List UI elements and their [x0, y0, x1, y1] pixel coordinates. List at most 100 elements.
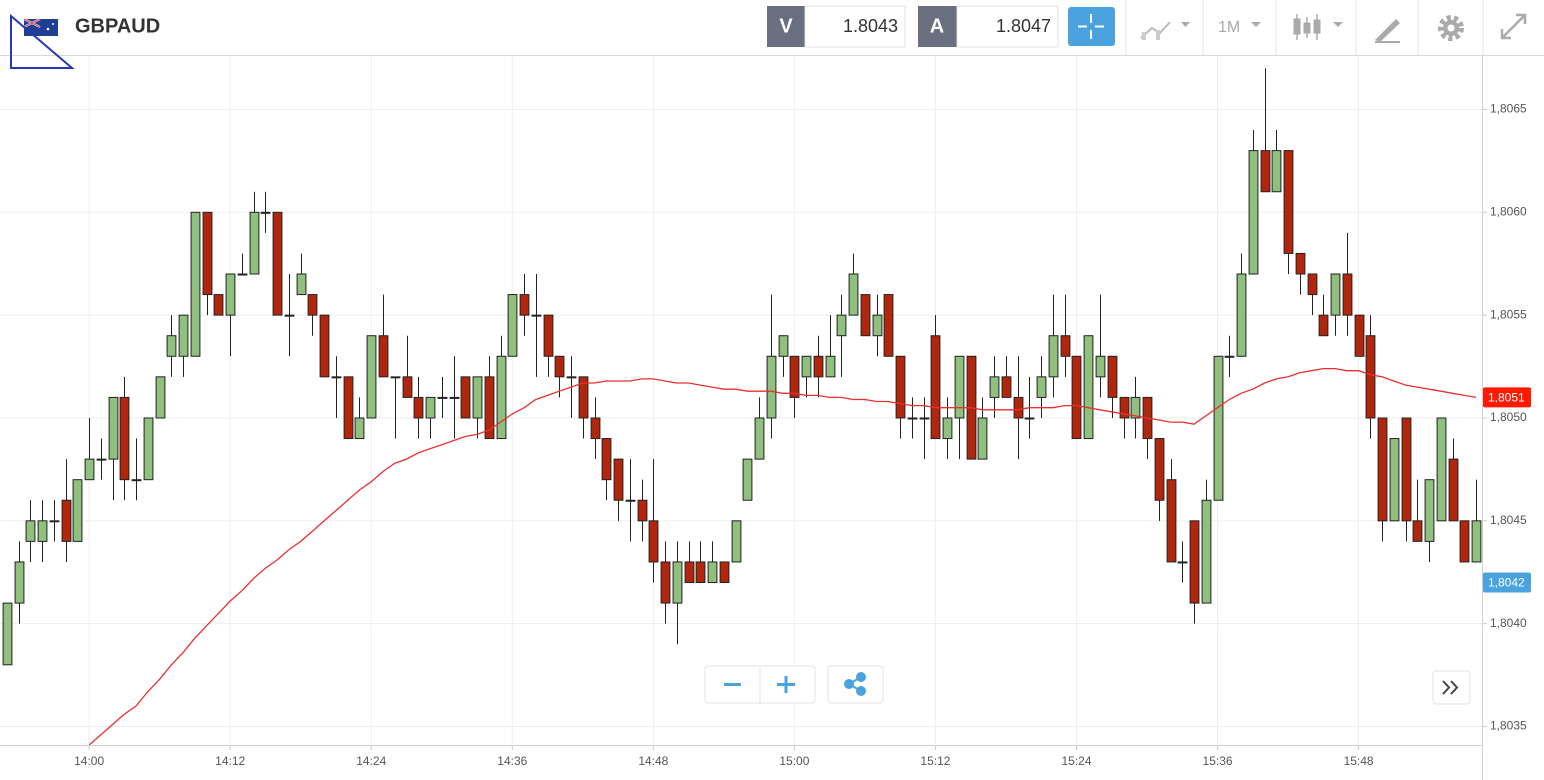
candle-body: [1330, 273, 1341, 316]
candle-body: [672, 561, 683, 604]
candle-body: [684, 561, 695, 584]
x-tick-label: 14:00: [74, 754, 104, 768]
candle-body: [484, 376, 495, 440]
share-button[interactable]: [827, 665, 884, 704]
candle-body: [707, 561, 718, 584]
zoom-controls: [704, 665, 1471, 705]
crosshair-button[interactable]: [1068, 7, 1115, 46]
candle-body: [25, 520, 36, 542]
scroll-end-button[interactable]: [1432, 670, 1471, 705]
corner-marker: [10, 13, 75, 69]
candle-body: [1459, 520, 1470, 563]
zoom-in-button[interactable]: [777, 676, 795, 693]
candle-body: [989, 376, 1000, 398]
candle-body: [1177, 561, 1188, 564]
candle-body: [601, 438, 612, 481]
candle-body: [731, 520, 742, 563]
y-tick-label: 1,8040: [1490, 616, 1527, 630]
candle-body: [1401, 417, 1412, 522]
x-tick-label: 14:24: [356, 754, 386, 768]
candle-body: [331, 376, 342, 379]
header: GBPAUD V 1.8043 A 1.8047 1M: [0, 0, 1544, 69]
candle-body: [1130, 396, 1141, 419]
candle-body: [1036, 376, 1047, 398]
axes: 1,8035 1,8040 1,8045 1,8050 1,8055 1,8060 1,80…: [0, 56, 1531, 780]
candle-body: [578, 376, 589, 419]
candle-body: [1236, 273, 1247, 357]
candle-body: [319, 314, 330, 378]
candle-body: [1166, 479, 1177, 563]
price-marker-label: 1,8042: [1488, 576, 1525, 590]
symbol: GBPAUD: [75, 15, 160, 37]
candle-body: [1095, 355, 1106, 378]
candle-body: [61, 499, 72, 542]
candle-body: [942, 417, 953, 440]
bid-label-bg: [767, 6, 805, 47]
candle-body: [460, 376, 471, 419]
candle-body: [378, 335, 389, 378]
moving-average-line: [88, 367, 1477, 745]
candle-body: [496, 355, 507, 440]
candle-body: [1013, 396, 1024, 419]
candle-body: [472, 376, 483, 419]
candle-style-button[interactable]: [1293, 14, 1343, 40]
price-marker: [1483, 572, 1531, 593]
ask-label: A: [930, 15, 944, 37]
candle-body: [519, 294, 530, 316]
candle-body: [49, 520, 60, 523]
candle-body: [1213, 355, 1224, 501]
candle-body: [1295, 252, 1306, 275]
candle-body: [789, 355, 800, 398]
x-tick-label: 15:48: [1344, 754, 1374, 768]
candle-body: [437, 396, 448, 399]
candle-body: [1424, 479, 1435, 542]
candle-body: [754, 417, 765, 460]
bid-box[interactable]: [804, 5, 906, 48]
candle-body: [84, 458, 95, 481]
candle-body: [260, 211, 271, 214]
x-tick-label: 15:36: [1203, 754, 1233, 768]
candle-body: [37, 520, 48, 542]
bid-label: V: [779, 15, 793, 37]
candle-body: [449, 396, 460, 399]
candle-body: [72, 479, 83, 542]
candle-body: [1001, 376, 1012, 398]
fullscreen-button[interactable]: [1500, 13, 1527, 40]
candle-body: [307, 294, 318, 316]
candle-body: [637, 499, 648, 522]
candle-body: [848, 273, 859, 316]
x-tick-label: 15:12: [920, 754, 950, 768]
candle-body: [695, 561, 706, 584]
candle-body: [813, 355, 824, 378]
ask-box[interactable]: [956, 5, 1059, 48]
candle-body: [1248, 150, 1259, 275]
candle-body: [1448, 458, 1459, 522]
candle-body: [425, 396, 436, 419]
drawing-tool-button[interactable]: [1375, 19, 1400, 43]
ask-label-bg: [918, 6, 957, 47]
crosshair-icon: [1078, 14, 1104, 39]
price-marker: [1483, 387, 1531, 408]
candle-body: [390, 376, 401, 379]
candle-body: [354, 417, 365, 440]
candle-body: [131, 479, 142, 482]
candle-body: [1342, 273, 1353, 316]
candle-body: [1365, 335, 1376, 419]
y-tick-label: 1,8050: [1490, 410, 1527, 424]
candle-body: [977, 417, 988, 460]
candle-body: [719, 561, 730, 584]
candle-body: [1283, 150, 1294, 254]
candle-body: [531, 314, 542, 317]
candle-body: [860, 294, 871, 337]
candle-body: [1354, 314, 1365, 357]
settings-button[interactable]: [1438, 15, 1464, 41]
candle-body: [883, 294, 894, 357]
candle-body: [1154, 438, 1165, 501]
candle-body: [566, 376, 577, 379]
candle-body: [507, 294, 518, 357]
flag-icon: [23, 18, 58, 36]
timeframe-button[interactable]: 1M: [1218, 19, 1261, 36]
candle-body: [919, 417, 930, 420]
candle-body: [801, 355, 812, 378]
chart-type-button[interactable]: [1140, 21, 1190, 40]
